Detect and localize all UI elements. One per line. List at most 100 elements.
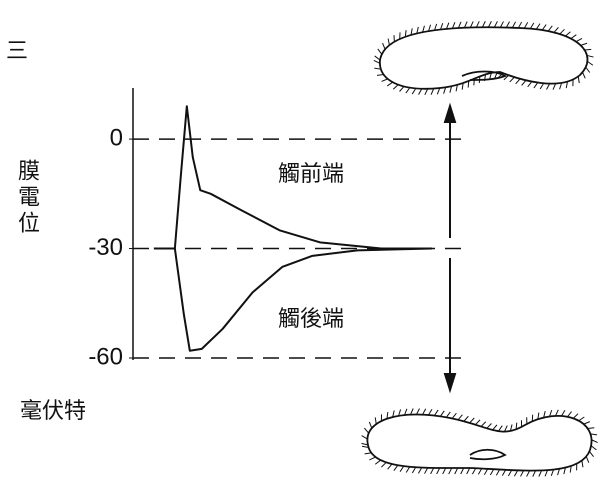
cilium [547, 84, 550, 90]
cilium [375, 460, 380, 464]
cilium [536, 24, 540, 30]
y-tick-label: -60 [88, 343, 123, 370]
arrow-head [445, 374, 455, 390]
cilium [388, 464, 392, 469]
cilium [393, 85, 398, 90]
cilium [512, 22, 515, 28]
cilium [369, 457, 375, 460]
cilium [446, 412, 450, 417]
cilium [364, 428, 368, 433]
cilium [406, 467, 410, 473]
cilium [586, 67, 590, 72]
cilium [412, 88, 416, 94]
cilium [576, 38, 582, 41]
cilium [428, 409, 431, 415]
cilium [527, 471, 530, 477]
cilium [468, 81, 469, 88]
cilium [475, 420, 480, 425]
cilium [418, 468, 421, 474]
cilium [539, 470, 542, 476]
cilium [516, 423, 517, 430]
cilium [579, 417, 585, 421]
cilium [406, 88, 410, 93]
cilium [400, 466, 404, 472]
y-tick-label: 0 [110, 124, 123, 151]
cilium [506, 22, 509, 28]
cilium [534, 83, 538, 88]
cilium [502, 470, 505, 476]
oral-groove [470, 450, 505, 459]
cilium [425, 468, 428, 474]
cilium [472, 468, 475, 474]
cilium [481, 422, 486, 427]
cilium [578, 76, 579, 83]
cilium [561, 410, 564, 416]
cilium [528, 82, 532, 87]
annotation: 觸後端 [278, 307, 344, 332]
cilium [514, 470, 517, 476]
cilium [587, 61, 593, 65]
cilium [455, 468, 458, 474]
cilium [382, 79, 388, 82]
cilium [437, 468, 440, 474]
y-tick-label: -30 [88, 234, 123, 261]
cilium [394, 465, 398, 470]
cilium [458, 415, 462, 420]
paramecium [367, 414, 591, 470]
cilium [530, 23, 534, 29]
cilium [565, 32, 570, 36]
cilium [362, 436, 368, 439]
cilium [490, 469, 493, 475]
annotation: 觸前端 [278, 162, 344, 187]
cilium [388, 39, 389, 46]
cilium [443, 468, 446, 474]
cilium [400, 86, 404, 91]
cilium [540, 83, 544, 89]
cilium [583, 72, 586, 78]
cilium [375, 417, 376, 424]
page-marker: 三 [6, 39, 28, 64]
cilium [521, 471, 524, 477]
cilium [571, 35, 576, 39]
cilium [464, 416, 468, 421]
cilium [383, 43, 386, 49]
cilium [589, 451, 593, 456]
cilium [494, 21, 497, 27]
cilium [377, 75, 384, 76]
cilium [586, 457, 589, 463]
line-series [154, 249, 432, 351]
cilium [588, 428, 595, 429]
cilium [479, 76, 480, 83]
cilium [440, 411, 444, 416]
cilium [369, 422, 371, 428]
cilium [493, 425, 497, 430]
cilium [375, 56, 380, 60]
cilium [431, 468, 434, 474]
cilium [560, 29, 565, 34]
cilium [496, 470, 499, 476]
cilium [522, 80, 526, 85]
cilium [478, 469, 481, 475]
chart: 三 毫伏特 觸前端 觸後端 膜電位 0-30-60 [0, 0, 603, 487]
cilium [510, 77, 515, 82]
cilium [542, 25, 546, 30]
cilium [554, 27, 558, 32]
cilium [487, 423, 492, 428]
cilium [488, 21, 491, 27]
cilium [434, 410, 438, 416]
cilium [518, 22, 521, 28]
cilium [449, 468, 452, 474]
page: {"chart_data": {"type": "line", "page_ma… [0, 0, 603, 487]
cilium [387, 82, 393, 86]
cilium [381, 462, 386, 467]
y-axis-label: 膜電位 [14, 159, 40, 237]
cilium [533, 471, 536, 477]
cilium [591, 446, 596, 450]
cilium [573, 414, 578, 419]
cilium [378, 49, 382, 54]
cilium [470, 418, 475, 423]
cilium [498, 426, 502, 432]
arrow-head [445, 106, 455, 122]
cilium [548, 26, 552, 31]
cilium [365, 453, 372, 454]
